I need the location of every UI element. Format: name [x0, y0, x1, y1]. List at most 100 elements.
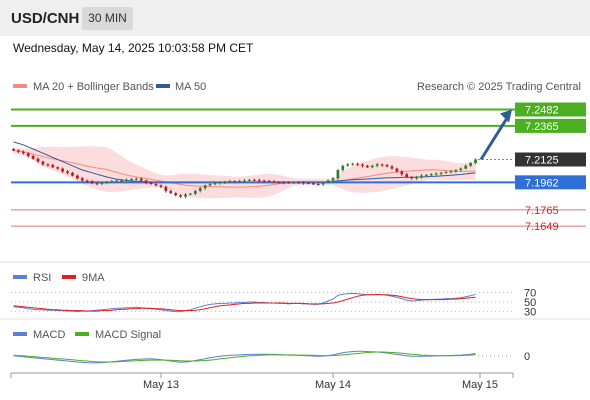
candle-body: [425, 174, 428, 176]
candle-body: [41, 161, 45, 165]
candle-body: [400, 171, 404, 175]
level-tag-7.2482: [515, 102, 586, 117]
macd-series-macd: [13, 350, 476, 364]
candle-body: [105, 181, 109, 183]
rsi-tick-30: 30: [524, 307, 536, 319]
candle-body: [233, 181, 237, 183]
current-price-label: 7.2125: [525, 155, 559, 167]
candle-body: [444, 172, 448, 174]
candle-body: [439, 172, 443, 174]
candle-body: [395, 168, 399, 172]
candle-body: [193, 191, 197, 194]
macd-series-signal: [13, 351, 476, 363]
candle-body: [228, 181, 232, 183]
candle-body: [198, 188, 202, 191]
legend-label-macd-signal: MACD Signal: [95, 329, 161, 341]
legend-label-rsi-ma: 9MA: [82, 272, 105, 284]
candle-body: [213, 183, 217, 185]
legend-label-macd: MACD: [33, 329, 65, 341]
candle-body: [385, 165, 389, 167]
candle-body: [144, 180, 148, 183]
forecast-arrow-shaft: [479, 115, 510, 161]
time-tick-label: May 13: [143, 379, 179, 391]
candle-body: [311, 183, 315, 185]
candle-body: [321, 182, 325, 185]
candle-body: [252, 179, 256, 181]
candle-body: [459, 168, 463, 170]
candle-body: [420, 175, 423, 177]
candle-body: [184, 194, 187, 197]
legend-swatch-macd-signal: [75, 332, 89, 336]
candle-body: [85, 180, 89, 182]
level-label-7.2482: 7.2482: [525, 105, 559, 117]
header-bar: USD/CNH 30 MIN: [0, 0, 590, 36]
level-label-7.2365: 7.2365: [525, 121, 559, 133]
candle-body: [449, 171, 453, 173]
candle-body: [179, 195, 182, 197]
candle-body: [272, 181, 276, 183]
candle-body: [51, 165, 55, 168]
candle-body: [164, 186, 168, 191]
macd-legend: MACD MACD Signal: [13, 329, 161, 341]
legend-label-ma20: MA 20 + Bollinger Bands: [33, 81, 154, 93]
candle-body: [26, 153, 30, 156]
candle-body: [208, 184, 212, 186]
candle-body: [12, 149, 15, 151]
candle-body: [454, 170, 458, 172]
symbol-label: USD/CNH: [11, 10, 80, 27]
price-legend: MA 20 + Bollinger Bands MA 50 Research ©…: [13, 81, 581, 93]
candle-body: [115, 180, 119, 182]
candle-body: [405, 174, 409, 177]
time-tick-label: May 15: [462, 379, 498, 391]
interval-button[interactable]: 30 MIN: [82, 7, 133, 30]
bollinger-band: [13, 146, 476, 199]
macd-panel: 0: [13, 350, 530, 364]
current-price-tag: [515, 152, 586, 167]
source-credit: Research © 2025 Trading Central: [417, 81, 581, 93]
forecast-arrow-head: [500, 109, 512, 123]
candle-body: [110, 181, 114, 183]
candle-body: [346, 164, 350, 166]
candle-body: [356, 163, 359, 165]
price-panel: 7.2482 7.2365 7.1962 7.1765 7.1649 7.2125: [11, 102, 586, 233]
candle-body: [316, 184, 320, 185]
ma20-line: [13, 149, 476, 188]
candle-body: [410, 177, 413, 179]
candle-body: [307, 183, 310, 185]
candle-body: [17, 150, 20, 152]
candle-body: [341, 165, 345, 170]
candle-body: [474, 159, 477, 163]
candle-body: [203, 185, 207, 189]
candle-body: [248, 179, 251, 181]
candle-body: [31, 156, 35, 159]
candle-body: [139, 178, 143, 181]
candle-body: [120, 180, 123, 182]
candle-body: [277, 181, 281, 183]
legend-swatch-rsi-ma: [62, 275, 76, 279]
candle-body: [326, 180, 330, 183]
time-axis: May 13 May 14 May 15: [10, 372, 514, 391]
candle-body: [46, 164, 50, 166]
candle-body: [95, 183, 99, 185]
time-tick-label: May 14: [315, 379, 351, 391]
candle-body: [130, 179, 133, 181]
candle-body: [390, 166, 394, 169]
candle-body: [125, 179, 128, 181]
rsi-tick-70: 70: [524, 287, 536, 299]
rsi-series-rsi: [13, 292, 476, 313]
candle-body: [223, 181, 227, 183]
candle-body: [56, 167, 60, 169]
candle-body: [415, 177, 418, 179]
candle-body: [429, 174, 433, 176]
candle-body: [267, 180, 271, 182]
candle-body: [262, 180, 266, 182]
legend-label-ma50: MA 50: [175, 81, 206, 93]
rsi-series-9ma: [13, 294, 476, 312]
datetime-label: Wednesday, May 14, 2025 10:03:58 PM CET: [13, 41, 254, 55]
candle-body: [243, 180, 246, 182]
rsi-legend: RSI 9MA: [13, 272, 105, 284]
candle-body: [149, 182, 153, 184]
